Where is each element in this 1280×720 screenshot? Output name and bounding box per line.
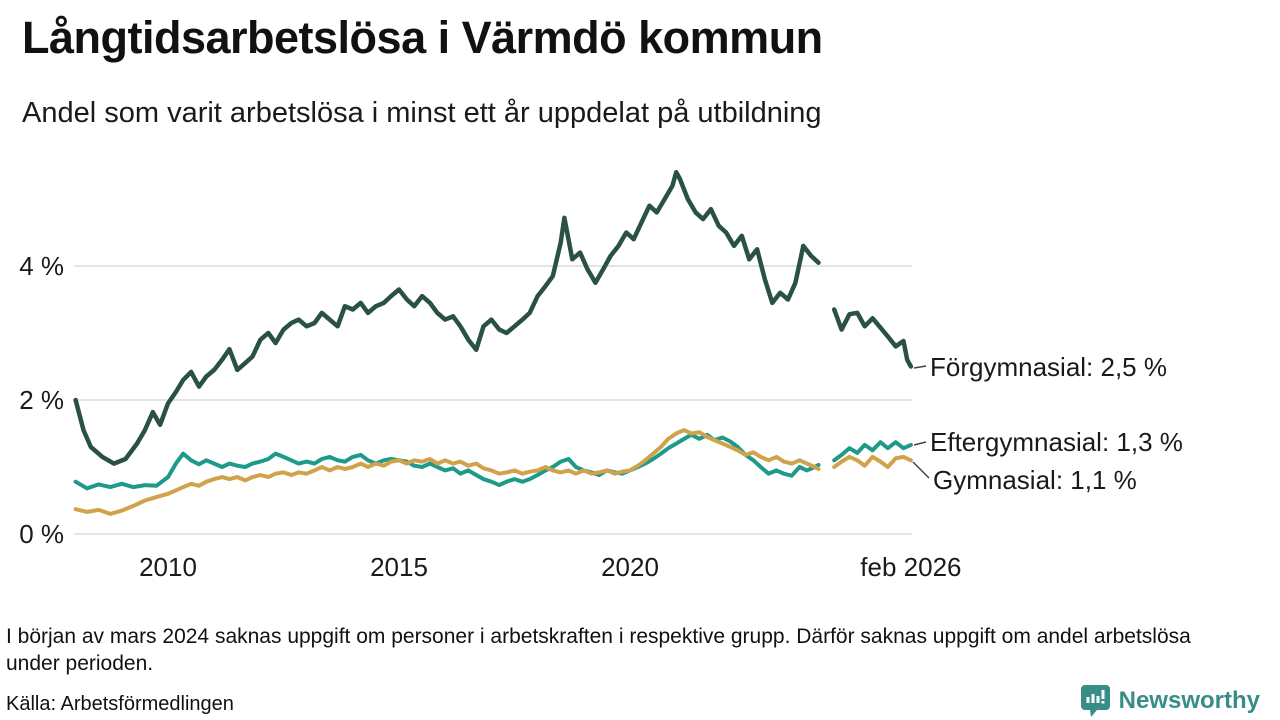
series-line-gymnasial bbox=[73, 428, 821, 516]
y-tick-label: 4 % bbox=[19, 251, 64, 281]
x-tick-label: 2015 bbox=[370, 552, 428, 582]
series-label-gymnasial: Gymnasial: 1,1 % bbox=[933, 465, 1137, 495]
x-tick-label: 2020 bbox=[601, 552, 659, 582]
series-line-eftergymnasial bbox=[832, 440, 913, 463]
series-label-eftergymnasial: Eftergymnasial: 1,3 % bbox=[930, 427, 1183, 457]
y-tick-label: 0 % bbox=[19, 519, 64, 549]
series-line-forgymnasial bbox=[73, 169, 821, 466]
newsworthy-wordmark: Newsworthy bbox=[1118, 687, 1260, 714]
series-line-forgymnasial bbox=[831, 307, 914, 369]
x-tick-label: feb 2026 bbox=[860, 552, 962, 582]
label-leader-line bbox=[913, 365, 927, 369]
x-tick-label: 2010 bbox=[139, 552, 197, 582]
source-attribution: Källa: Arbetsförmedlingen bbox=[6, 693, 234, 715]
chart-title: Långtidsarbetslösa i Värmdö kommun bbox=[22, 12, 823, 63]
chart-subtitle: Andel som varit arbetslösa i minst ett å… bbox=[22, 97, 822, 129]
newsworthy-logo: Newsworthy bbox=[1080, 684, 1260, 718]
label-leader-line bbox=[913, 441, 927, 446]
series-line-gymnasial bbox=[832, 454, 913, 469]
chart-footnote: I början av mars 2024 saknas uppgift om … bbox=[6, 625, 1191, 675]
label-leader-line bbox=[912, 461, 930, 479]
newsworthy-bubble-chart-icon bbox=[1080, 685, 1110, 717]
series-label-forgymnasial: Förgymnasial: 2,5 % bbox=[930, 352, 1167, 382]
y-tick-label: 2 % bbox=[19, 385, 64, 415]
